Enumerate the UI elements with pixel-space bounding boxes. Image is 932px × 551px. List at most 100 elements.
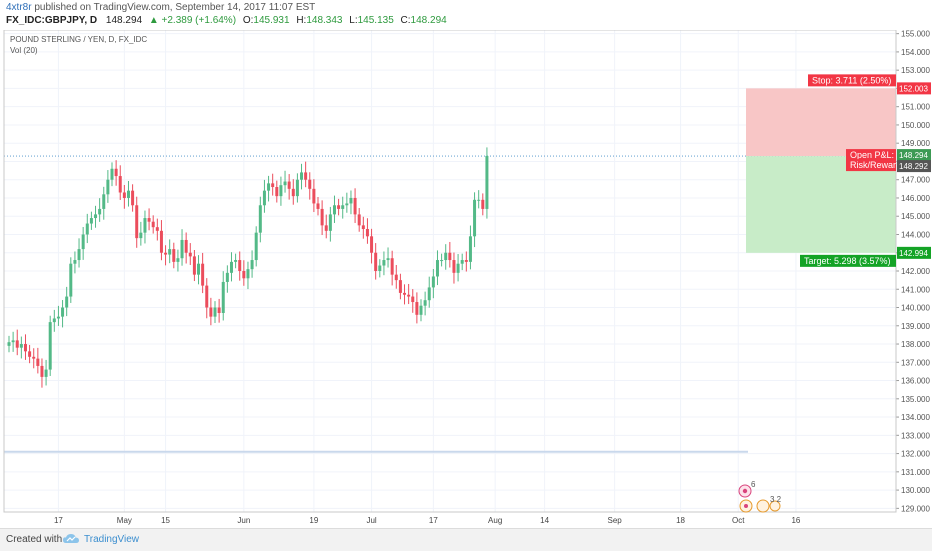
candle-body xyxy=(411,296,415,303)
candle-body xyxy=(188,252,192,257)
candle-body xyxy=(378,265,382,271)
candle xyxy=(172,242,176,269)
x-tick-label: Jun xyxy=(237,516,250,525)
candle xyxy=(254,226,258,267)
y-tick-label: 140.000 xyxy=(901,304,930,313)
candle xyxy=(32,348,36,369)
candle-body xyxy=(427,287,431,301)
candle xyxy=(481,193,485,216)
candle-body xyxy=(304,172,308,180)
candle-body xyxy=(131,190,135,206)
candle-body xyxy=(357,214,361,226)
candle-body xyxy=(164,252,168,255)
candle xyxy=(106,170,110,203)
instrument-legend: POUND STERLING / YEN, D, FX_IDC xyxy=(10,35,147,44)
publish-info: 4xtr8r published on TradingView.com, Sep… xyxy=(6,2,315,13)
candle xyxy=(403,284,407,305)
y-tick-label: 145.000 xyxy=(901,212,930,221)
candle-body xyxy=(114,168,118,177)
y-tick-label: 155.000 xyxy=(901,30,930,39)
author-link[interactable]: 4xtr8r xyxy=(6,2,32,13)
candle xyxy=(19,336,23,359)
y-tick-label: 138.000 xyxy=(901,340,930,349)
candle-body xyxy=(444,252,448,261)
candle xyxy=(411,289,415,313)
y-tick-label: 151.000 xyxy=(901,103,930,112)
price-chart[interactable]: 129.000 130.000 131.000 132.000 133.000 134.0… xyxy=(0,0,932,528)
chart-overlay: POUND STERLING / YEN, D, FX_IDC Vol (20) S… xyxy=(10,35,931,513)
tradingview-brand[interactable]: TradingView xyxy=(84,534,140,545)
candle xyxy=(374,243,378,280)
y-tick-label: 150.000 xyxy=(901,121,930,130)
candle xyxy=(485,147,489,219)
candle xyxy=(456,254,460,282)
candle xyxy=(357,208,361,232)
candle xyxy=(271,173,275,196)
candle-body xyxy=(279,185,283,197)
candle xyxy=(213,301,217,324)
candle xyxy=(85,213,89,244)
candle-body xyxy=(155,227,159,231)
candle xyxy=(250,250,254,278)
candle-body xyxy=(217,307,221,313)
symbol-name: FX_IDC:GBPJPY, D xyxy=(6,15,98,26)
candle-body xyxy=(295,179,299,197)
candle-body xyxy=(85,223,89,235)
candle xyxy=(440,253,444,267)
candle-body xyxy=(44,369,48,377)
candle-body xyxy=(262,190,266,206)
candle xyxy=(102,186,106,220)
target-label: Target: 5.298 (3.57%) xyxy=(800,254,896,267)
symbol-quote: FX_IDC:GBPJPY, D 148.294 ▲ +2.389 (+1.64… xyxy=(6,15,447,26)
candle-body xyxy=(28,351,32,357)
candle xyxy=(118,165,122,200)
candle xyxy=(246,261,250,290)
open-pnl-label: Open P&L: xyxy=(846,149,896,162)
candle xyxy=(287,174,291,200)
candle-body xyxy=(159,230,163,253)
candle-body xyxy=(126,190,130,198)
candle xyxy=(267,175,271,202)
candle xyxy=(15,329,19,356)
candle xyxy=(361,216,365,239)
y-tick-label: 154.000 xyxy=(901,48,930,57)
candle xyxy=(234,253,238,269)
candle-body xyxy=(460,260,464,264)
x-tick-label: Aug xyxy=(488,516,502,525)
close-label: C: xyxy=(400,15,411,26)
candle-body xyxy=(485,155,489,209)
candle-body xyxy=(48,322,52,370)
candle-body xyxy=(435,260,439,277)
candle xyxy=(217,298,221,323)
risk-reward-label-text: Risk/Reward: xyxy=(850,160,904,170)
candle-body xyxy=(98,208,102,215)
candle-body xyxy=(477,199,481,201)
candle-body xyxy=(370,236,374,253)
candle xyxy=(131,184,135,212)
candle xyxy=(444,244,448,270)
candle-body xyxy=(176,258,180,262)
candle-body xyxy=(11,340,15,343)
candle xyxy=(221,271,225,321)
candle xyxy=(188,243,192,265)
y-tick-label: 137.000 xyxy=(901,358,930,367)
candle-body xyxy=(361,225,365,230)
candle-body xyxy=(407,294,411,297)
last-price-tag-text: 148.294 xyxy=(899,151,928,160)
candle-body xyxy=(452,260,456,273)
x-tick-label: 18 xyxy=(676,516,685,525)
price-change: ▲ +2.389 (+1.64%) xyxy=(148,15,237,26)
open-value: 145.931 xyxy=(253,15,290,26)
candle xyxy=(262,179,266,213)
entry-price-tag-text: 148.292 xyxy=(899,162,928,171)
candle xyxy=(114,160,118,186)
candle-body xyxy=(448,252,452,261)
candle-body xyxy=(56,316,60,319)
target-price-tag: 142.994 xyxy=(897,246,931,259)
candle-body xyxy=(65,296,69,308)
candle xyxy=(225,265,229,293)
candle xyxy=(176,249,180,272)
candle-body xyxy=(349,197,353,204)
candle-body xyxy=(221,281,225,313)
event-marker-a-dot xyxy=(744,504,748,508)
